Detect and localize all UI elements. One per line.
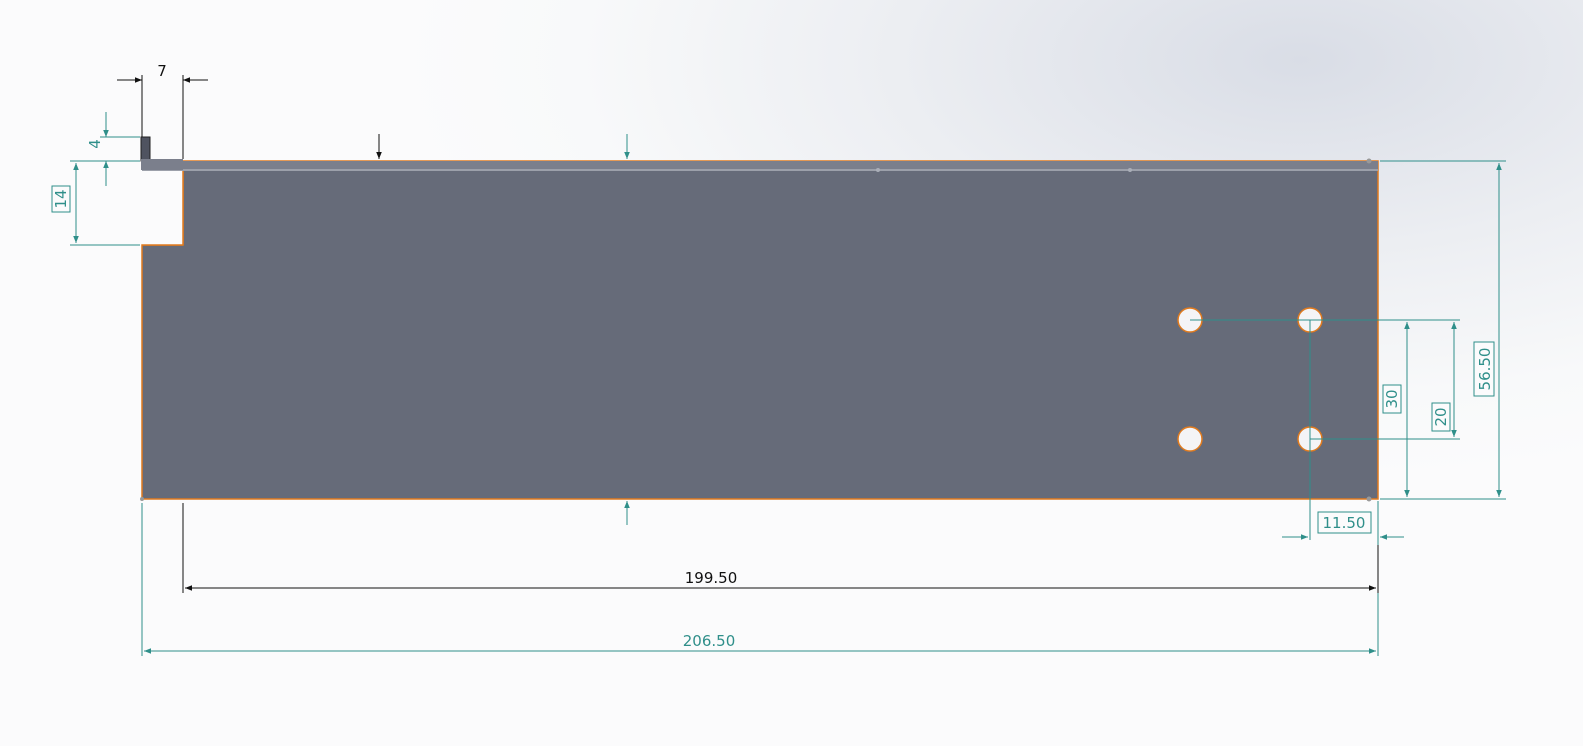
dim-notch-depth-label: 14 <box>52 189 70 208</box>
tab <box>140 136 151 162</box>
dim-tab-height-label: 4 <box>86 139 104 149</box>
hole-centerlines <box>1190 319 1460 540</box>
bend-point <box>876 168 880 172</box>
dim-inner-length[interactable]: 199.50 <box>182 503 1379 593</box>
dim-hole-offset-right[interactable]: 11.50 <box>1282 501 1404 545</box>
dim-overall-length-label: 206.50 <box>683 632 736 650</box>
vertex-point <box>1366 158 1372 164</box>
dim-overall-length[interactable]: 206.50 <box>141 503 1379 656</box>
dim-overall-height-label: 56.50 <box>1476 348 1494 391</box>
dim-hole-spacing-label: 20 <box>1432 407 1450 426</box>
part-body[interactable] <box>140 136 1379 502</box>
dim-hole-offset-bottom-label: 30 <box>1383 389 1401 408</box>
hole-bottom-left[interactable] <box>1177 426 1203 452</box>
dim-hole-spacing[interactable]: 20 <box>1431 322 1457 437</box>
dim-hole-offset-right-label: 11.50 <box>1323 514 1366 532</box>
dim-overall-height[interactable]: 56.50 <box>1380 160 1506 500</box>
dim-tab-height[interactable]: 4 <box>86 112 140 186</box>
vertex-point <box>140 497 144 501</box>
bend-point <box>1128 168 1132 172</box>
edge-arrows <box>376 134 630 525</box>
vertex-point <box>1366 496 1372 502</box>
notch <box>142 170 183 245</box>
bend-flange <box>142 161 1378 170</box>
dim-hole-offset-bottom[interactable]: 30 <box>1382 322 1410 497</box>
dim-inner-length-label: 199.50 <box>685 569 738 587</box>
tab-base <box>141 159 183 170</box>
dim-tab-width[interactable]: 7 <box>117 62 208 159</box>
dim-notch-depth[interactable]: 14 <box>51 160 140 246</box>
dim-tab-width-label: 7 <box>157 62 167 80</box>
